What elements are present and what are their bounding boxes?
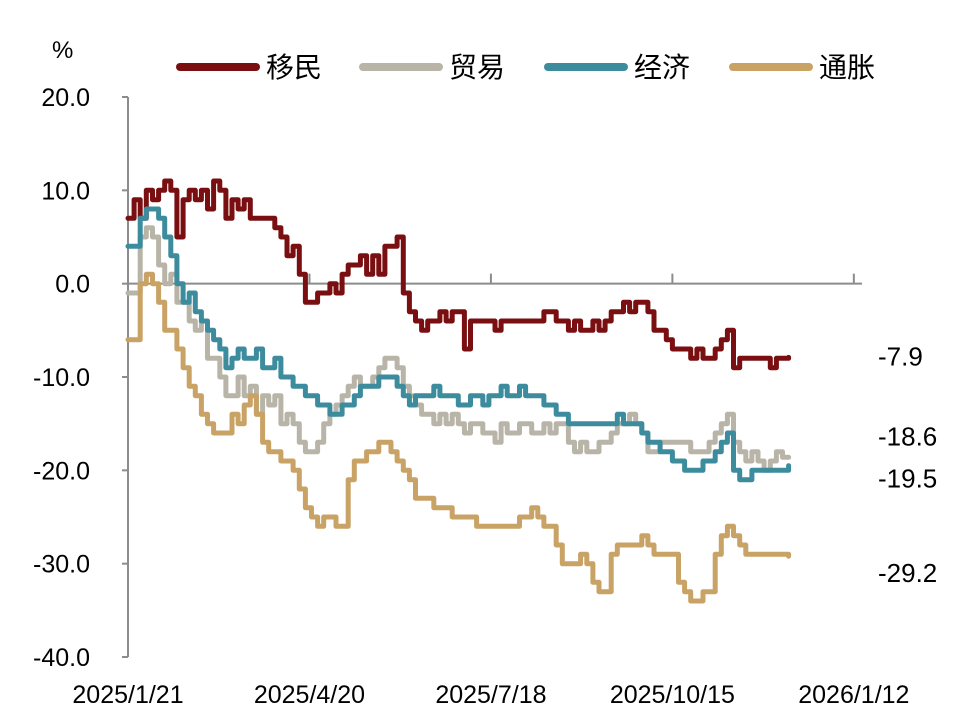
- y-tick-label: -40.0: [33, 644, 90, 672]
- y-tick-label: 0.0: [55, 271, 90, 299]
- end-value-label: -18.6: [878, 421, 937, 451]
- x-tick-label: 2026/1/12: [798, 681, 909, 709]
- series-line-移民: [125, 178, 792, 371]
- y-tick-label: -10.0: [33, 364, 90, 392]
- x-tick-label: 2025/1/21: [72, 681, 183, 709]
- y-tick-label: -20.0: [33, 457, 90, 485]
- series-lines: -7.9 -18.6 -19.5 -29.2: [125, 178, 937, 604]
- end-value-label: -29.2: [878, 558, 937, 588]
- x-tick-label: 2025/7/18: [435, 681, 546, 709]
- y-tick-label: 20.0: [41, 84, 90, 112]
- legend-label: 移民: [266, 51, 322, 84]
- x-tick-label: 2025/4/20: [254, 681, 365, 709]
- legend-label: 贸易: [449, 51, 505, 84]
- end-value-label: -19.5: [878, 464, 937, 494]
- y-tick-label: -30.0: [33, 551, 90, 579]
- legend: 移民 贸易 经济 通胀: [176, 51, 875, 84]
- legend-label: 通胀: [819, 51, 875, 84]
- y-unit-label: %: [52, 37, 73, 64]
- x-tick-label: 2025/10/15: [610, 681, 735, 709]
- series-line-通胀: [125, 271, 792, 604]
- axes: 20.0 10.0 0.0 -10.0 -20.0 -30.0 -40.0 2025/1/21…: [33, 84, 909, 709]
- y-tick-label: 10.0: [41, 177, 90, 205]
- end-value-label: -7.9: [878, 341, 923, 371]
- series-line-经济: [125, 206, 792, 483]
- series-line-贸易: [125, 225, 792, 473]
- legend-label: 经济: [634, 51, 690, 84]
